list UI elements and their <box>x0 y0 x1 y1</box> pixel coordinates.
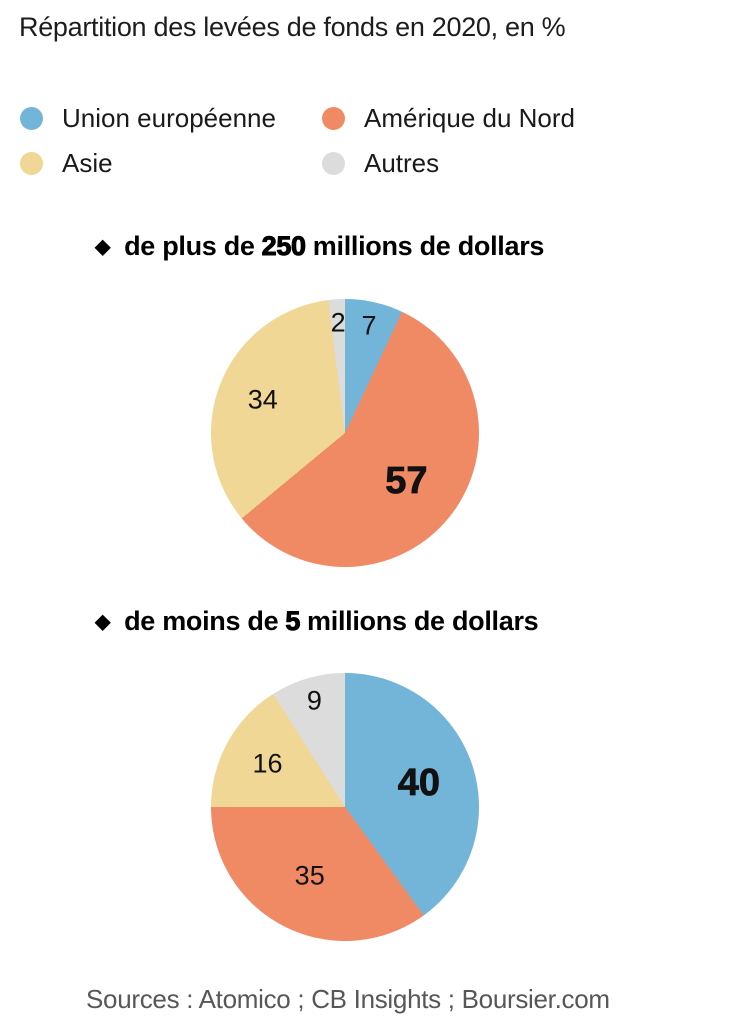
legend-item-label: Autres <box>364 147 440 178</box>
heading-number: 250 <box>261 231 306 262</box>
legend-item-label: Amérique du Nord <box>364 102 575 133</box>
legend-item-amerique-du-nord: Amérique du Nord <box>322 103 575 133</box>
heading-suffix: millions de dollars <box>307 606 539 636</box>
legend-color-dot-icon <box>322 106 345 130</box>
legend-item-union-europeenne: Union européenne <box>20 103 276 133</box>
source-line: Sources : Atomico ; CB Insights ; Boursi… <box>86 984 610 1014</box>
pie2-heading: ◆ de moins de 5 millions de dollars <box>95 606 539 637</box>
page-title: Répartition des levées de fonds en 2020,… <box>19 12 566 42</box>
heading-prefix: de moins de <box>124 606 279 636</box>
pie-slice-label: 2 <box>330 307 346 338</box>
pie-slice-label: 34 <box>247 384 278 415</box>
diamond-bullet-icon: ◆ <box>95 611 111 633</box>
legend-item-autres: Autres <box>322 148 439 178</box>
legend-color-dot-icon <box>322 151 345 175</box>
heading-number: 5 <box>285 606 301 637</box>
legend-item-label: Asie <box>62 147 113 178</box>
legend-item-asie: Asie <box>20 148 113 178</box>
pie-chart-1: 7 57 34 2 <box>211 299 479 567</box>
pie1-heading: ◆ de plus de 250 millions de dollars <box>95 231 544 262</box>
pie-chart-2: 40 35 16 9 <box>211 673 479 941</box>
pie-slice-label: 16 <box>252 748 283 779</box>
diamond-bullet-icon: ◆ <box>95 236 111 258</box>
legend-color-dot-icon <box>20 106 43 130</box>
pie-slice-label: 40 <box>397 761 441 804</box>
pie-disc <box>211 673 479 941</box>
legend-item-label: Union européenne <box>62 102 276 133</box>
pie-slice-label: 57 <box>385 459 428 502</box>
heading-prefix: de plus de <box>124 231 255 261</box>
heading-suffix: millions de dollars <box>312 231 545 261</box>
pie-disc <box>211 299 479 567</box>
pie-slice-label: 9 <box>306 685 322 716</box>
pie-slice-label: 7 <box>361 310 377 341</box>
legend-color-dot-icon <box>20 151 43 175</box>
pie-slice-label: 35 <box>294 860 325 891</box>
